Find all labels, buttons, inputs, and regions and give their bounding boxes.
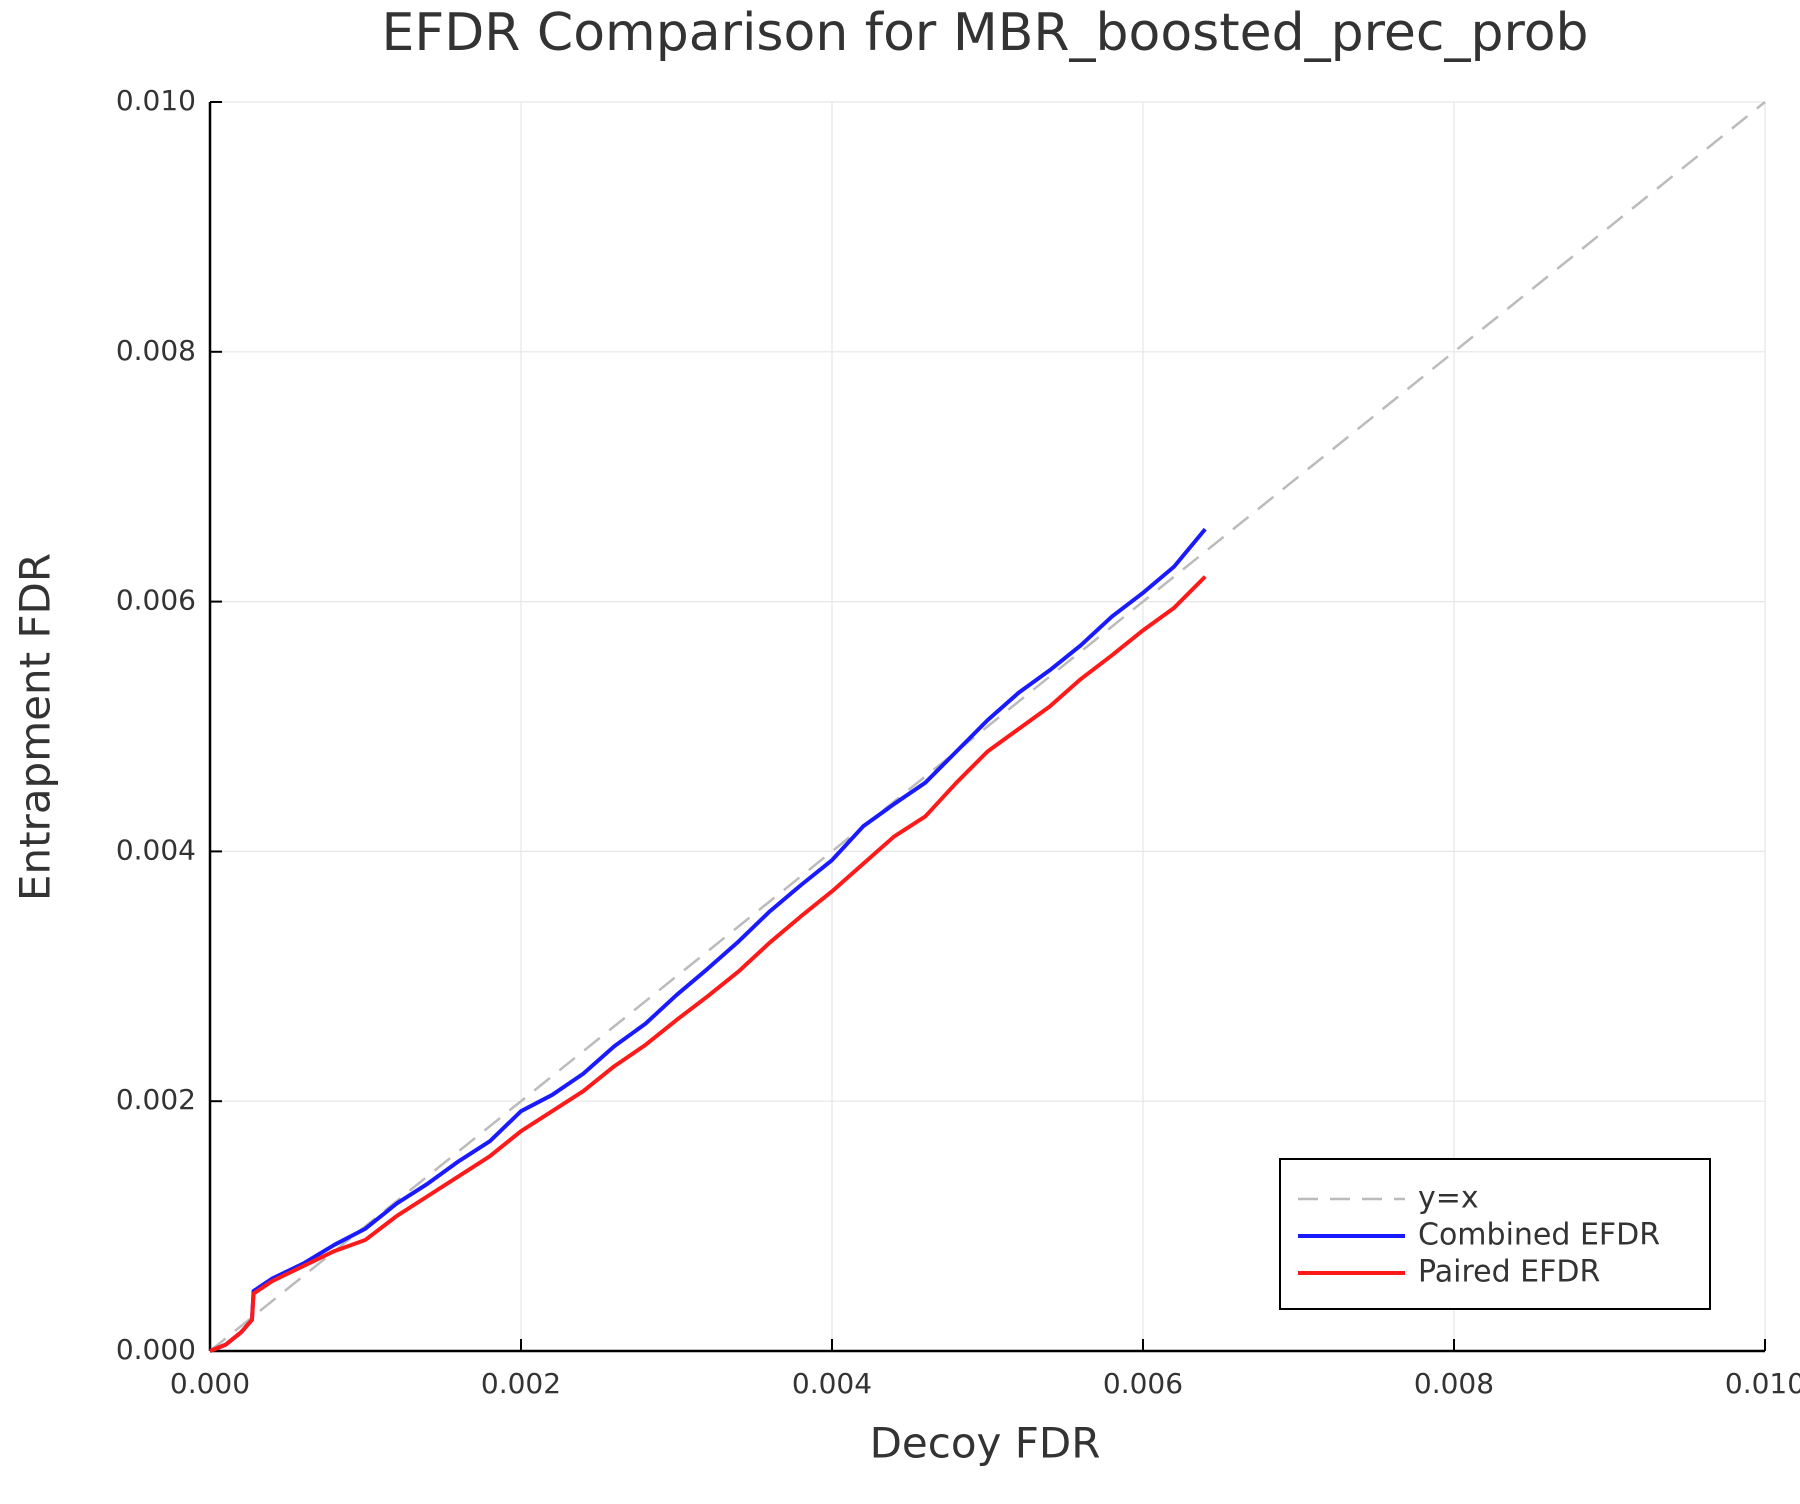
series-line <box>209 527 1207 1353</box>
legend-label: Combined EFDR <box>1418 1218 1660 1253</box>
x-tick-label: 0.008 <box>1414 1367 1494 1400</box>
series-line <box>209 101 1766 1352</box>
y-tick-label: 0.000 <box>116 1333 196 1366</box>
legend-label: y=x <box>1418 1181 1479 1216</box>
y-tick-label: 0.008 <box>116 334 196 367</box>
legend-label: Paired EFDR <box>1418 1255 1600 1290</box>
series-line <box>209 575 1207 1353</box>
y-tick-label: 0.006 <box>116 584 196 617</box>
y-tick-label: 0.004 <box>116 833 196 866</box>
x-tick-label: 0.006 <box>1103 1367 1183 1400</box>
y-tick-label: 0.002 <box>116 1083 196 1116</box>
x-tick-label: 0.002 <box>481 1367 561 1400</box>
chart-title: EFDR Comparison for MBR_boosted_prec_pro… <box>381 3 1588 63</box>
y-tick-label: 0.010 <box>116 84 196 117</box>
x-tick-label: 0.010 <box>1725 1367 1800 1400</box>
x-tick-label: 0.000 <box>170 1367 250 1400</box>
x-tick-label: 0.004 <box>792 1367 872 1400</box>
y-axis-label: Entrapment FDR <box>11 553 60 901</box>
x-axis-label: Decoy FDR <box>870 1419 1101 1468</box>
